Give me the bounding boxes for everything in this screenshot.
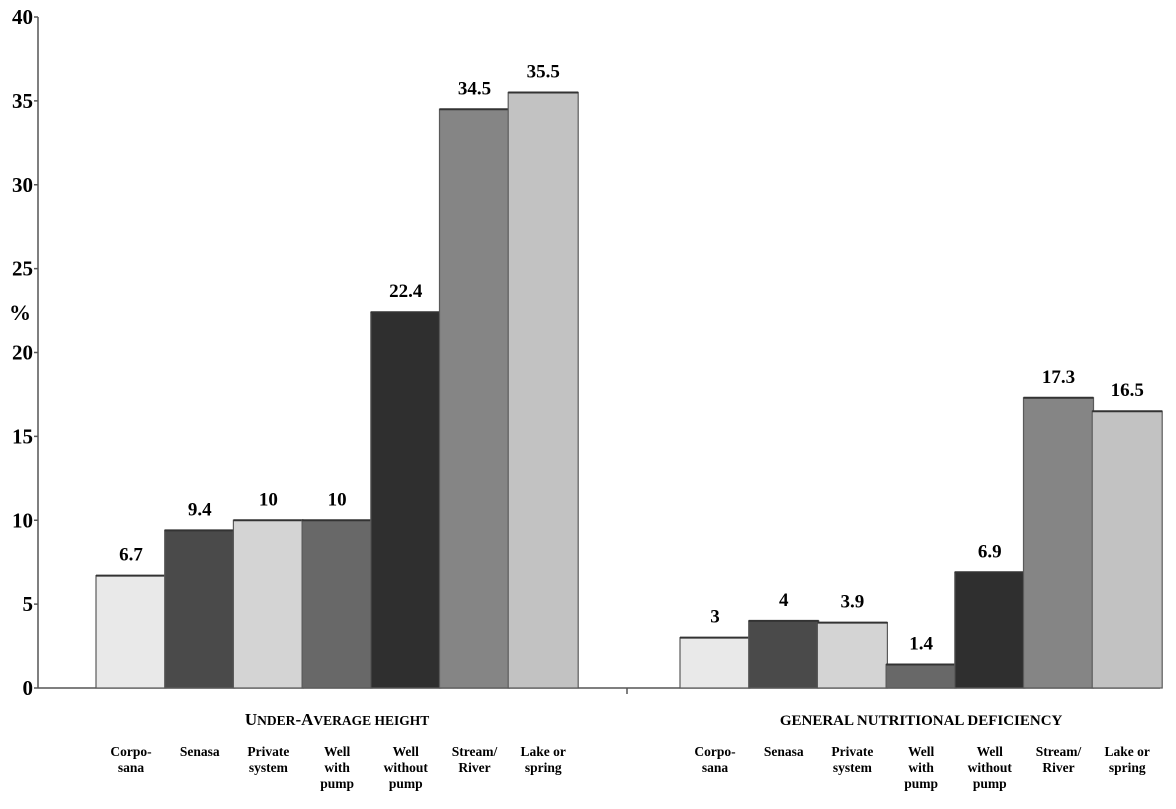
bar (232, 519, 304, 689)
bar-value-label: 9.4 (188, 499, 212, 520)
y-tick-label: 40 (12, 5, 33, 29)
category-label: Well with pump (320, 744, 354, 791)
group-title: GENERAL NUTRITIONAL DEFICIENCY (780, 713, 1063, 729)
bar (301, 519, 373, 689)
y-tick-label: 25 (12, 257, 33, 281)
bar (679, 637, 751, 689)
category-label: Senasa (180, 744, 220, 759)
y-tick-label: 30 (12, 173, 33, 197)
y-tick-label: 0 (23, 676, 34, 700)
bar (164, 529, 236, 689)
bar (1022, 397, 1095, 689)
bar (816, 621, 889, 689)
bars (95, 91, 1163, 689)
bar-value-label: 6.9 (978, 541, 1002, 562)
bar-value-label: 34.5 (458, 78, 491, 99)
bar-value-label: 16.5 (1111, 380, 1144, 401)
y-tick-label: 10 (12, 508, 33, 532)
bar (95, 575, 167, 689)
y-axis-label: % (9, 300, 31, 325)
y-tick-label: 15 (12, 424, 33, 448)
category-label: Stream/River (1036, 744, 1082, 775)
bar (438, 108, 511, 689)
category-label: Private system (247, 744, 289, 775)
bar-value-label: 22.4 (389, 281, 423, 302)
category-label: Lake or spring (521, 744, 566, 775)
bar-value-label: 4 (779, 590, 789, 611)
bar-value-label: 6.7 (119, 545, 143, 566)
bar-value-label: 10 (328, 489, 347, 510)
bar-value-label: 35.5 (527, 61, 560, 82)
y-tick-label: 35 (12, 89, 33, 113)
bar (885, 663, 957, 689)
category-label: Well without pump (968, 744, 1013, 791)
category-label: Senasa (764, 744, 804, 759)
bar-value-label: 17.3 (1042, 367, 1075, 388)
category-label: Corpo-sana (110, 744, 151, 775)
labels: % 6.7 9.4 10 10 22.4 34.5 35.5 UNDER-AVERAGE HEI… (9, 61, 1150, 791)
bar (954, 571, 1026, 689)
bar (748, 620, 820, 689)
category-label: Corpo-sana (694, 744, 735, 775)
bar (370, 311, 442, 689)
bar-value-label: 1.4 (909, 634, 933, 655)
category-label: Stream/River (452, 744, 498, 775)
bar-value-label: 3 (710, 607, 720, 628)
group-title: UNDER-AVERAGE HEIGHT (245, 710, 429, 729)
category-label: Private system (831, 744, 873, 775)
bar-value-label: 3.9 (841, 592, 865, 613)
y-tick-label: 5 (23, 592, 34, 616)
category-label: Well with pump (904, 744, 938, 791)
bar-value-label: 10 (259, 489, 278, 510)
y-tick-label: 20 (12, 341, 33, 365)
bar (1091, 410, 1163, 689)
category-label: Lake or spring (1105, 744, 1150, 775)
bar (507, 91, 579, 689)
category-label: Well without pump (384, 744, 429, 791)
